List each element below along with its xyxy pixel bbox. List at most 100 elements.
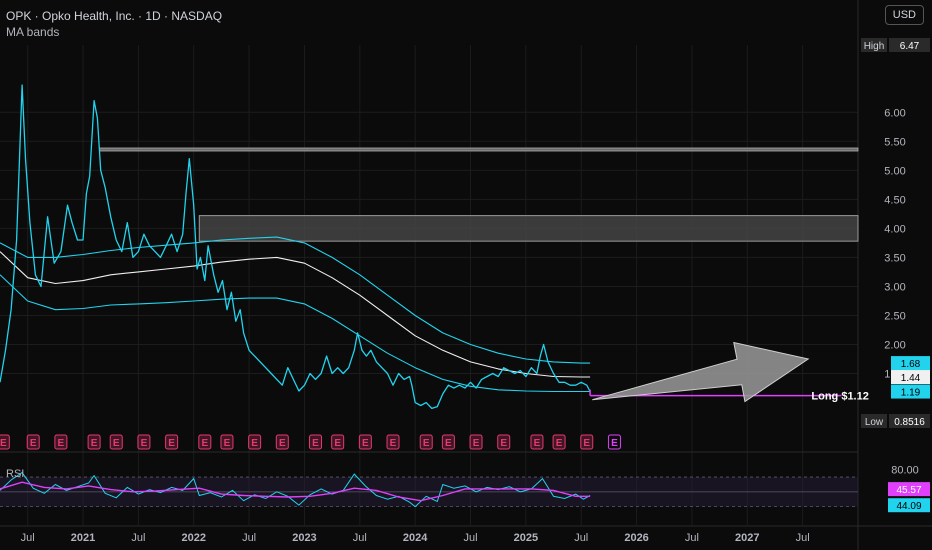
price-tag-box bbox=[891, 384, 930, 399]
earnings-marker bbox=[419, 434, 433, 450]
earnings-marker bbox=[54, 434, 68, 450]
earnings-marker-label: E bbox=[423, 438, 430, 449]
time-tick-label: 2026 bbox=[624, 532, 648, 544]
price-tag-value: 1.44 bbox=[901, 373, 921, 384]
earnings-marker bbox=[580, 434, 594, 450]
earnings-marker bbox=[497, 434, 511, 450]
time-tick-label: Jul bbox=[796, 532, 810, 544]
price-tick-label: 4.50 bbox=[884, 194, 905, 206]
earnings-marker-label: E bbox=[362, 438, 369, 449]
earnings-marker-label: E bbox=[141, 438, 148, 449]
time-tick-label: 2027 bbox=[735, 532, 759, 544]
price-tag-box bbox=[891, 370, 930, 385]
rsi-pane: RSI bbox=[0, 468, 858, 508]
price-tick-label: 2.50 bbox=[884, 310, 905, 322]
time-tick-label: Jul bbox=[574, 532, 588, 544]
price-series bbox=[0, 84, 591, 410]
earnings-marker bbox=[309, 434, 323, 450]
earnings-marker-label: E bbox=[312, 438, 319, 449]
earnings-marker-label: E bbox=[30, 438, 37, 449]
time-tick-label: Jul bbox=[685, 532, 699, 544]
time-tick-label: Jul bbox=[131, 532, 145, 544]
time-tick-label: 2024 bbox=[403, 532, 428, 544]
earnings-marker bbox=[275, 434, 289, 450]
price-tags: High 6.47 1.68 1.44 1.19 Low 0.8516 45.57 44.09 bbox=[861, 38, 930, 513]
earnings-marker bbox=[469, 434, 483, 450]
price-tag-caption-box bbox=[861, 38, 887, 52]
time-tick-label: 2021 bbox=[71, 532, 95, 544]
earnings-marker-label: E bbox=[113, 438, 120, 449]
price-tag-value: 0.8516 bbox=[894, 417, 925, 428]
time-tick-label: Jul bbox=[463, 532, 477, 544]
earnings-marker-label: E bbox=[0, 438, 7, 449]
projection-arrow bbox=[592, 341, 810, 403]
earnings-marker bbox=[165, 434, 179, 450]
rsi-ma-line bbox=[0, 481, 591, 502]
earnings-marker-label: E bbox=[611, 438, 618, 449]
earnings-marker-label: E bbox=[500, 438, 507, 449]
earnings-marker bbox=[109, 434, 123, 450]
earnings-marker-label: E bbox=[473, 438, 480, 449]
price-tag-box bbox=[889, 38, 930, 52]
price-tag-value: 1.19 bbox=[901, 388, 921, 399]
time-tick-label: 2025 bbox=[514, 532, 538, 544]
price-tag-value: 1.68 bbox=[901, 359, 921, 370]
projection-arrow-shape bbox=[592, 341, 810, 403]
earnings-marker-label: E bbox=[390, 438, 397, 449]
earnings-marker-label: E bbox=[279, 438, 286, 449]
time-tick-label: 2022 bbox=[181, 532, 205, 544]
rsi-value-box bbox=[888, 498, 930, 513]
ma_band-line bbox=[0, 274, 591, 393]
earnings-marker-label: E bbox=[556, 438, 563, 449]
price-tick-label: 3.00 bbox=[884, 281, 905, 293]
price-tick-label: 3.50 bbox=[884, 252, 905, 264]
ma_band-line bbox=[0, 236, 591, 364]
earnings-marker-label: E bbox=[334, 438, 341, 449]
earnings-marker-label: E bbox=[168, 438, 175, 449]
resistance-zone bbox=[198, 215, 859, 242]
earnings-marker bbox=[220, 434, 234, 450]
indicator-label[interactable]: MA bands bbox=[6, 25, 60, 39]
earnings-marker bbox=[87, 434, 101, 450]
earnings-marker bbox=[386, 434, 400, 450]
earnings-marker bbox=[441, 434, 455, 450]
earnings-marker-label: E bbox=[224, 438, 231, 449]
long-annotation: Long $1.12 bbox=[811, 391, 868, 403]
rsi-value: 44.09 bbox=[896, 501, 921, 512]
price-tag-caption: Low bbox=[865, 417, 884, 428]
time-tick-label: 2023 bbox=[292, 532, 316, 544]
price-tick-label: 5.50 bbox=[884, 136, 905, 148]
price-tag-box bbox=[891, 356, 930, 371]
price-tag-box bbox=[889, 414, 930, 428]
rsi-value-box bbox=[888, 482, 930, 497]
earnings-marker bbox=[0, 434, 10, 450]
price-tick-label: 4.00 bbox=[884, 223, 905, 235]
symbol-title[interactable]: OPK · Opko Health, Inc. · 1D · NASDAQ bbox=[6, 9, 223, 23]
earnings-marker-label: E bbox=[58, 438, 65, 449]
time-tick-label: Jul bbox=[242, 532, 256, 544]
currency-button[interactable]: USD bbox=[884, 5, 924, 25]
earnings-marker-label: E bbox=[251, 438, 258, 449]
earnings-marker-label: E bbox=[534, 438, 541, 449]
earnings-marker-label: E bbox=[91, 438, 98, 449]
earnings-marker bbox=[607, 434, 621, 450]
time-tick-label: Jul bbox=[21, 532, 35, 544]
earnings-marker bbox=[26, 434, 40, 450]
price-tag-value: 6.47 bbox=[900, 41, 920, 52]
resistance-line bbox=[99, 147, 859, 152]
earnings-marker bbox=[248, 434, 262, 450]
rsi-value: 45.57 bbox=[896, 485, 921, 496]
earnings-marker bbox=[552, 434, 566, 450]
rsi-label: RSI bbox=[6, 468, 24, 480]
earnings-marker bbox=[137, 434, 151, 450]
earnings-marker bbox=[530, 434, 544, 450]
price-tick-label: 5.00 bbox=[884, 165, 905, 177]
earnings-marker-label: E bbox=[201, 438, 208, 449]
earnings-marker bbox=[358, 434, 372, 450]
ma_mid-line bbox=[0, 251, 591, 378]
rsi-tick-label: 80.00 bbox=[891, 465, 919, 477]
time-axis[interactable]: Jul 2021 Jul 2022 Jul 2023 Jul 2024 Jul 2025 Jul 20… bbox=[21, 532, 810, 544]
ma-bands bbox=[0, 236, 591, 393]
